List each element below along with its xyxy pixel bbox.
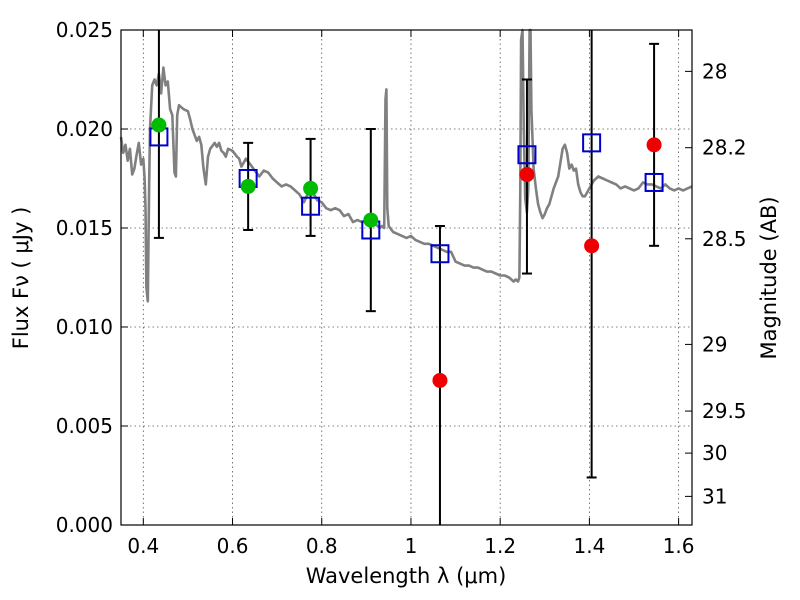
y-tick-label: 0.000	[56, 513, 113, 537]
y2-tick-label: 29	[702, 332, 727, 356]
y2-tick-label: 28	[702, 59, 727, 83]
nondetection-point	[646, 137, 662, 153]
tick-layer	[121, 29, 692, 526]
y2-tick-label: 29.5	[702, 399, 747, 423]
y2-axis-label: Magnitude (AB)	[757, 196, 781, 359]
model-spectrum-line	[119, 28, 693, 303]
model-layer	[119, 28, 693, 303]
y2-tick-label: 30	[702, 441, 727, 465]
x-tick-label: 0.6	[217, 534, 249, 558]
model-photometry-square	[301, 196, 321, 216]
x-tick-label: 1.4	[573, 534, 605, 558]
x-tick-label: 1.6	[663, 534, 695, 558]
y-tick-label: 0.015	[56, 216, 113, 240]
x-tick-label: 0.8	[306, 534, 338, 558]
y2-tick-label: 28.5	[702, 227, 747, 251]
model-photometry-square	[430, 244, 450, 264]
model-photometry-square	[644, 172, 664, 192]
marker-layer	[149, 117, 664, 388]
y-tick-label: 0.005	[56, 414, 113, 438]
detection-point	[240, 178, 256, 194]
detection-point	[303, 180, 319, 196]
model-photometry-square	[517, 145, 537, 165]
nondetection-point	[519, 167, 535, 183]
x-axis-label: Wavelength λ (μm)	[306, 564, 507, 588]
errorbar-layer	[153, 30, 660, 525]
y-axis-label: Flux Fν ( μJy )	[9, 207, 33, 350]
x-tick-label: 1	[405, 534, 418, 558]
detection-point	[151, 117, 167, 133]
y-tick-label: 0.010	[56, 315, 113, 339]
y-tick-label: 0.025	[56, 18, 113, 42]
nondetection-point	[584, 238, 600, 254]
grid-layer	[121, 29, 692, 526]
x-tick-label: 0.4	[127, 534, 159, 558]
y2-tick-label: 31	[702, 484, 727, 508]
x-tick-label: 1.2	[484, 534, 516, 558]
plot-frame	[120, 29, 693, 526]
nondetection-point	[432, 372, 448, 388]
y-tick-label: 0.020	[56, 117, 113, 141]
detection-point	[363, 212, 379, 228]
label-layer: 0.4 0.6 0.8 1 1.2 1.4 1.6 0.000 0.005 0.010 0.015 0…	[56, 18, 747, 558]
model-photometry-square	[582, 133, 602, 153]
y2-tick-label: 28.2	[702, 136, 747, 160]
